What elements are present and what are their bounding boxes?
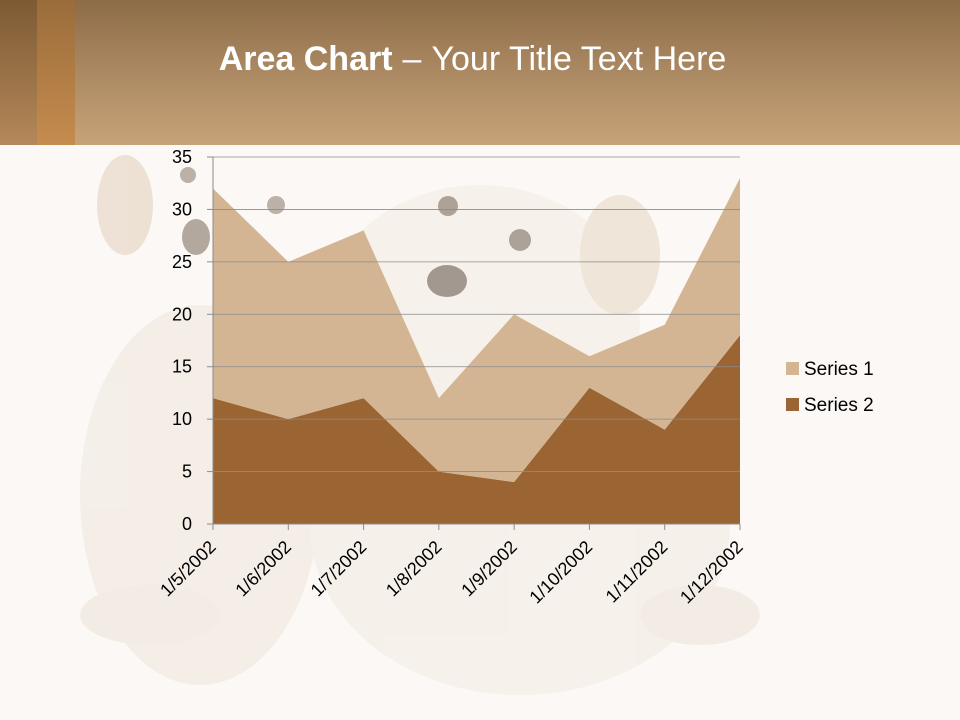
x-tick-label: 1/11/2002 (602, 537, 672, 607)
x-tick-label: 1/9/2002 (457, 537, 521, 601)
x-tick-label: 1/7/2002 (307, 537, 371, 601)
x-tick-label: 1/5/2002 (156, 537, 220, 601)
y-tick-label: 10 (172, 409, 192, 429)
x-tick-label: 1/8/2002 (382, 537, 446, 601)
x-axis-tick-labels: 1/5/2002 1/6/2002 1/7/2002 1/8/2002 1/9/2002… (156, 537, 747, 608)
area-series-2 (213, 335, 740, 524)
x-tick-label: 1/6/2002 (231, 537, 295, 601)
legend-swatch (786, 398, 799, 411)
title-bold-text: Area Chart (218, 40, 393, 78)
legend-swatch (786, 362, 799, 375)
chart-legend: Series 1 Series 2 (786, 359, 874, 416)
y-tick-label: 20 (172, 304, 192, 324)
x-tick-label: 1/12/2002 (676, 537, 747, 608)
area-series-1 (213, 177, 740, 483)
title-banner: Area Chart – Your Title Text Here (0, 0, 960, 145)
x-tick-label: 1/10/2002 (525, 537, 596, 608)
chart-axes (207, 156, 741, 530)
legend-label: Series 2 (804, 395, 874, 416)
chart-gridlines (213, 156, 740, 472)
y-tick-label: 35 (172, 147, 192, 167)
y-tick-label: 5 (182, 462, 192, 482)
chart-areas (213, 177, 740, 524)
y-tick-label: 30 (172, 199, 192, 219)
accent-band-dark (0, 0, 37, 145)
y-tick-label: 25 (172, 252, 192, 272)
title-text: Your Title Text Here (431, 40, 727, 78)
legend-label: Series 1 (804, 359, 874, 380)
y-tick-label: 15 (172, 357, 192, 377)
y-tick-label: 0 (182, 514, 192, 534)
y-axis-tick-labels: 0 5 10 15 20 25 30 35 (172, 147, 192, 534)
accent-band-light (37, 0, 75, 145)
title-dash: – (402, 40, 422, 78)
slide-title[interactable]: Area Chart – Your Title Text Here (0, 40, 945, 79)
